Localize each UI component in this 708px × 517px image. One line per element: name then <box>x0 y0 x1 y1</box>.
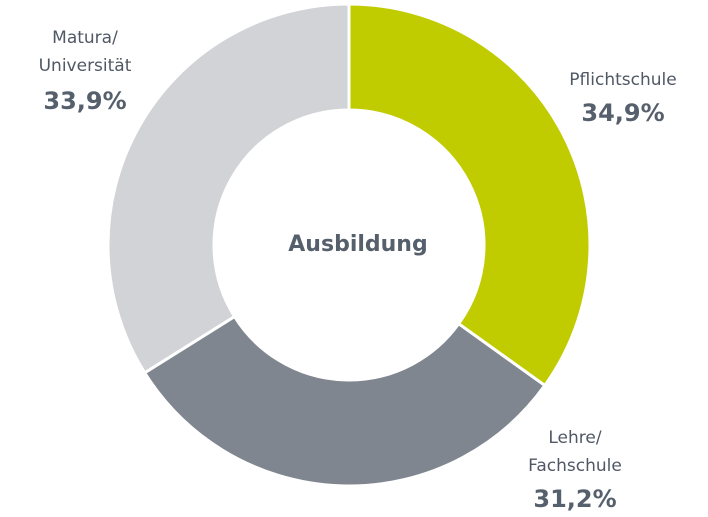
category-label: Pflichtschule <box>569 70 677 90</box>
category-label: Matura/ Universität <box>38 28 132 76</box>
value-label: 31,2% <box>533 485 617 513</box>
value-label: 34,9% <box>581 99 665 127</box>
donut-segment <box>106 2 351 375</box>
category-label: Lehre/ Fachschule <box>528 428 622 476</box>
chart-title: Ausbildung <box>288 232 427 257</box>
donut-segment <box>347 2 592 388</box>
donut-segment <box>142 314 547 488</box>
value-label: 33,9% <box>43 87 127 115</box>
